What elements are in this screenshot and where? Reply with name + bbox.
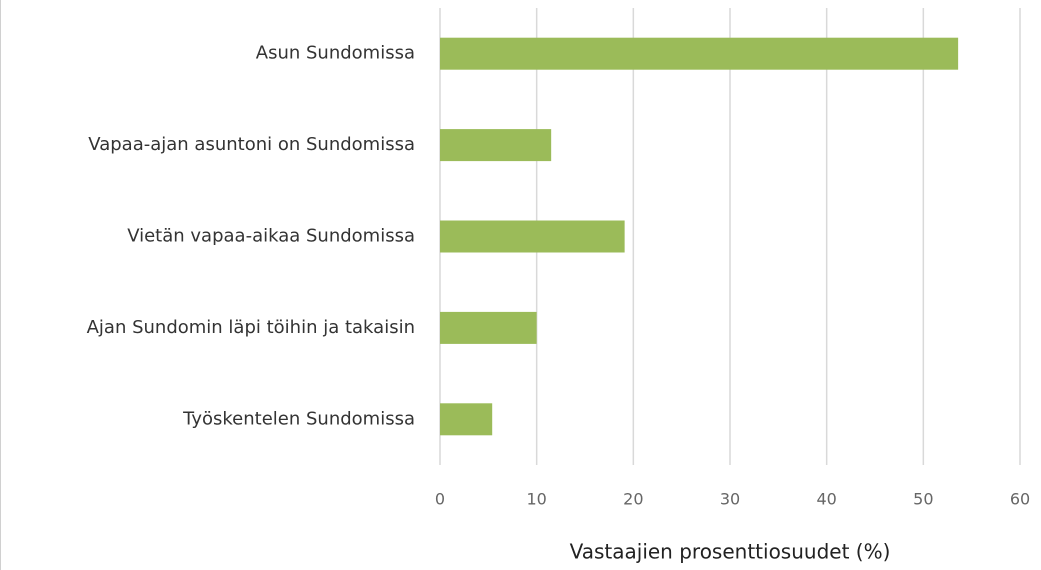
bar <box>440 220 625 253</box>
category-label: Ajan Sundomin läpi töihin ja takaisin <box>87 317 415 338</box>
x-tick-label: 40 <box>816 490 836 509</box>
x-tick-label: 0 <box>435 490 445 509</box>
x-tick-label: 50 <box>913 490 933 509</box>
category-label: Vapaa-ajan asuntoni on Sundomissa <box>88 134 415 155</box>
category-label: Työskentelen Sundomissa <box>182 408 415 429</box>
category-label: Vietän vapaa-aikaa Sundomissa <box>127 226 415 247</box>
x-tick-label: 10 <box>526 490 546 509</box>
category-label: Asun Sundomissa <box>256 43 415 64</box>
bar <box>440 129 552 162</box>
x-axis-label: Vastaajien prosenttiosuudet (%) <box>570 540 891 564</box>
x-tick-label: 20 <box>623 490 643 509</box>
x-tick-label: 30 <box>720 490 740 509</box>
x-tick-label: 60 <box>1010 490 1030 509</box>
bar <box>440 37 959 70</box>
bar <box>440 403 493 436</box>
bar <box>440 311 537 344</box>
